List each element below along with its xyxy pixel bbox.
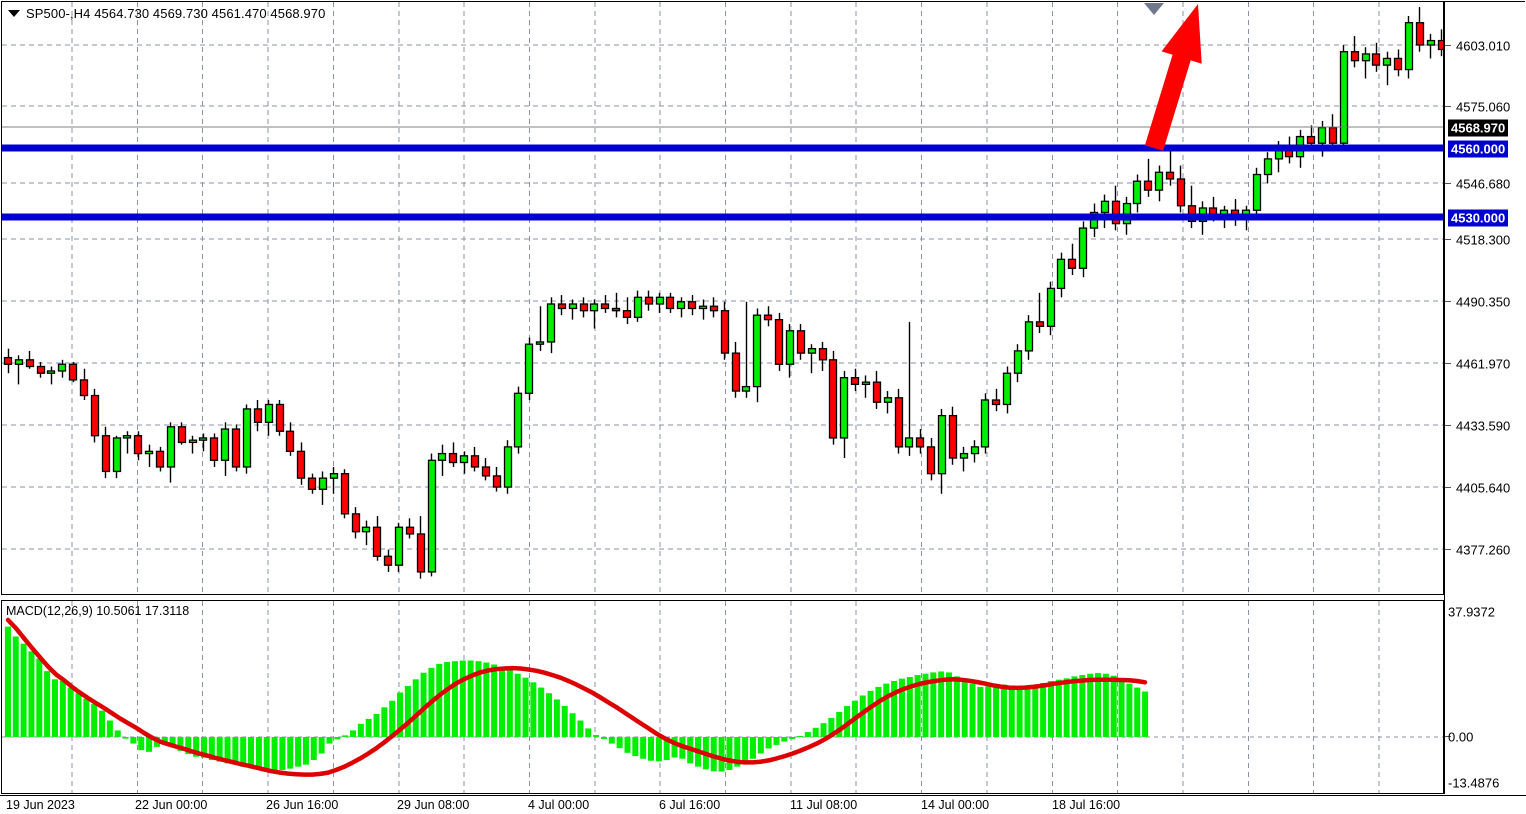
price-axis-label: 4603.010 [1456, 38, 1511, 54]
price-tick [1444, 549, 1451, 550]
price-axis-label: 4575.060 [1456, 99, 1511, 115]
price-tick [1444, 363, 1451, 364]
price-axis-label: 4377.260 [1456, 542, 1511, 558]
price-level-label[interactable]: 4530.000 [1448, 209, 1509, 227]
price-axis-label: 4490.350 [1456, 294, 1511, 310]
macd-label: MACD(12,26,9) 10.5061 17.3118 [6, 604, 190, 618]
price-tick [1444, 183, 1451, 184]
price-axis-label: 4461.970 [1456, 356, 1511, 372]
current-price-label[interactable]: 4568.970 [1448, 119, 1509, 137]
macd-indicator-panel[interactable]: MACD(12,26,9) 10.5061 17.3118 [1, 600, 1444, 794]
time-axis-label: 22 Jun 00:00 [135, 798, 208, 812]
price-tick [1444, 425, 1451, 426]
time-axis-label: 18 Jul 16:00 [1052, 798, 1121, 812]
price-level-label[interactable]: 4560.000 [1448, 140, 1509, 158]
macd-scale[interactable]: 37.9372 0.00 -13.4876 [1444, 600, 1525, 794]
symbol-info-label: SP500-,H4 4564.730 4569.730 4561.470 456… [26, 6, 326, 21]
price-tick [1444, 45, 1451, 46]
price-axis-label: 4546.680 [1456, 176, 1511, 192]
time-axis-label: 26 Jun 16:00 [266, 798, 339, 812]
price-tick [1444, 487, 1451, 488]
axis-separator [1444, 1, 1445, 794]
price-scale[interactable]: 4603.010 4575.060 4568.970 4560.000 4546.680… [1444, 1, 1525, 596]
price-plot-area[interactable] [2, 2, 1443, 594]
time-axis-label: 14 Jul 00:00 [921, 798, 990, 812]
price-axis-label: 4433.590 [1456, 418, 1511, 434]
macd-plot-area[interactable] [2, 601, 1443, 793]
time-axis-label: 11 Jul 08:00 [790, 798, 858, 812]
chart-menu-triangle-down-icon[interactable] [8, 10, 20, 17]
price-tick [1444, 106, 1451, 107]
time-axis-label: 6 Jul 16:00 [659, 798, 721, 812]
macd-axis-label: 37.9372 [1448, 604, 1495, 620]
time-axis-label: 4 Jul 00:00 [528, 798, 590, 812]
time-axis-label: 19 Jun 2023 [6, 798, 75, 812]
time-axis-label: 29 Jun 08:00 [397, 798, 470, 812]
price-axis-label: 4405.640 [1456, 480, 1511, 496]
time-scale[interactable]: 19 Jun 2023 22 Jun 00:00 26 Jun 16:00 29 Ju… [0, 795, 1526, 814]
price-tick [1444, 239, 1451, 240]
macd-axis-label: -13.4876 [1448, 775, 1500, 791]
macd-tick [1444, 736, 1451, 737]
price-axis-label: 4518.300 [1456, 232, 1511, 248]
price-chart-panel[interactable]: SP500-,H4 4564.730 4569.730 4561.470 456… [1, 1, 1444, 595]
macd-axis-label: 0.00 [1448, 729, 1474, 745]
price-tick [1444, 301, 1451, 302]
